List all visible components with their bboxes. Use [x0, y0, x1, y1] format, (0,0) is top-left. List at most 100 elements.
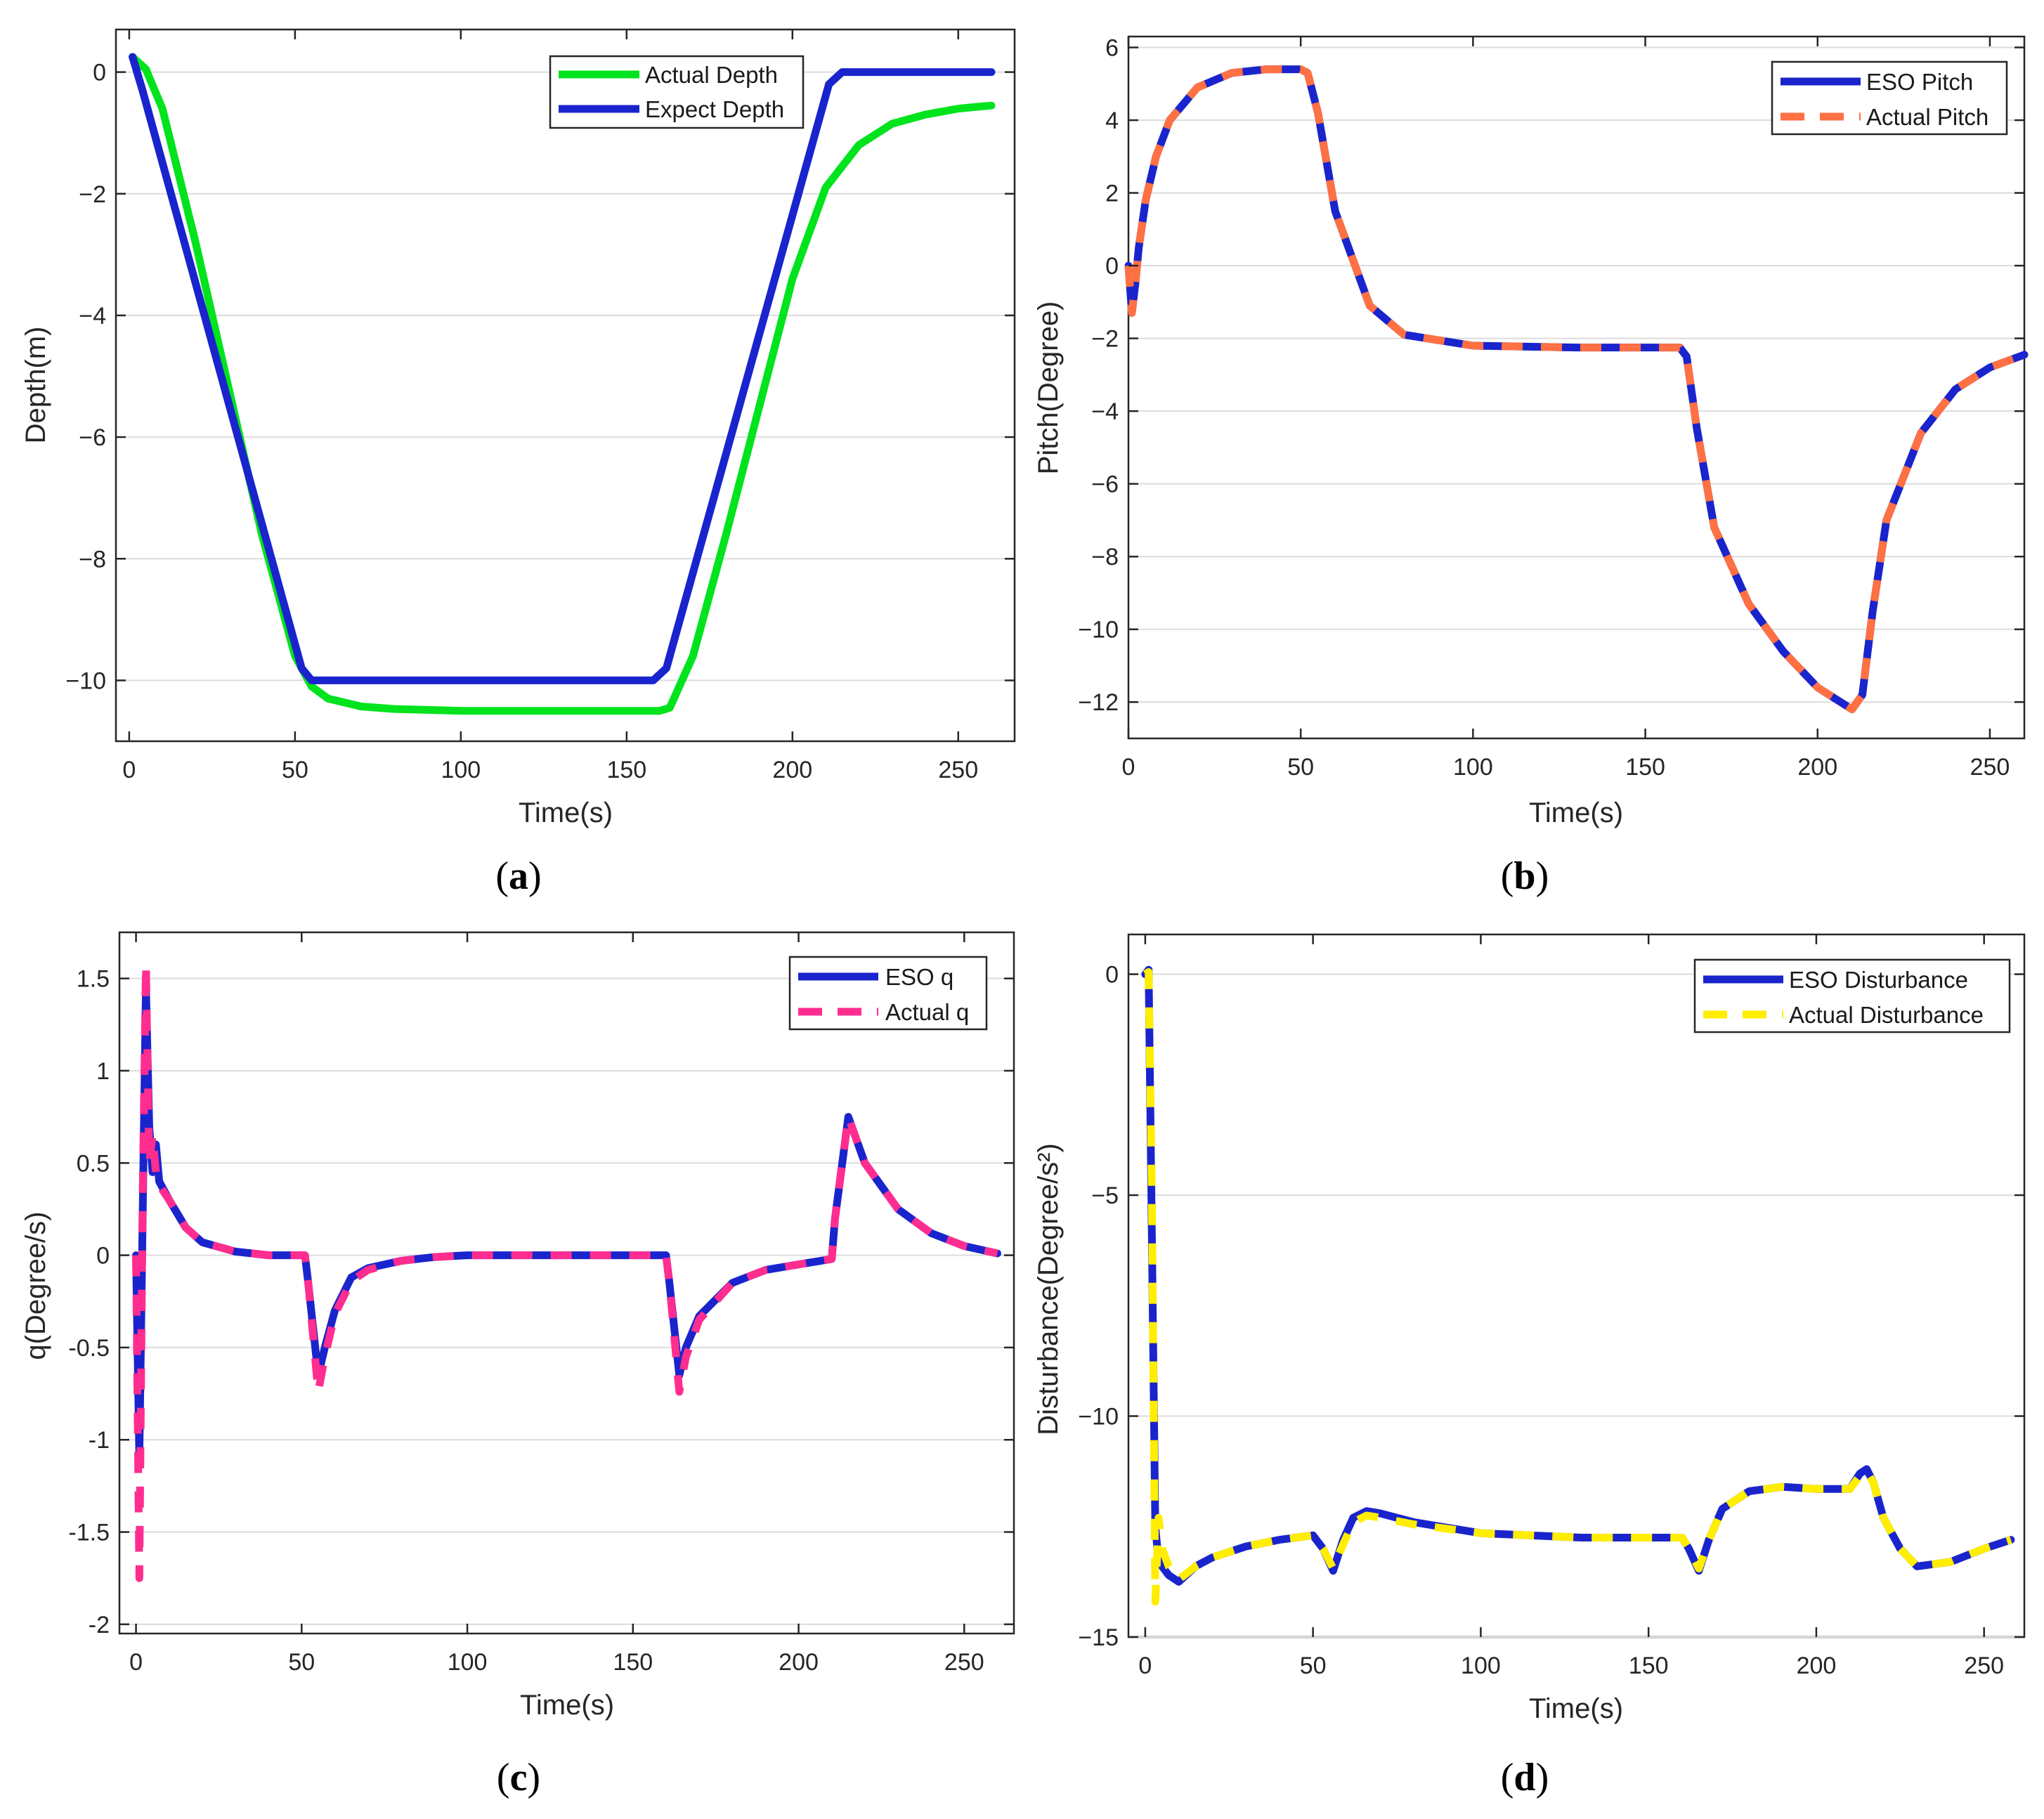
caption-c: (c)	[497, 1756, 540, 1799]
x-axis-label-b: Time(s)	[1529, 797, 1623, 828]
caption-b: (b)	[1501, 854, 1549, 898]
x-tick-label: 0	[1138, 1652, 1152, 1679]
panel-a: 0 −2 −4 −6 −8 −10 0 50 100 150 200 250 Time(s) Dept…	[20, 28, 1016, 898]
legend-box-a	[549, 55, 805, 129]
panel-b: 6 4 2 0 −2 −4 −6 −8 −10 −12 0 50 100 150 200 250 Time(s…	[1033, 35, 2029, 898]
x-tick-label: 200	[1797, 754, 1837, 781]
y-tick-label: 0	[1105, 962, 1119, 989]
series-line-actual-disturbance	[1143, 968, 2012, 1606]
y-tick-label: −6	[1091, 471, 1119, 498]
x-tick-label: 150	[606, 757, 646, 783]
series-c	[132, 960, 1001, 1582]
y-tick-label: 1	[96, 1058, 110, 1085]
y-tick-label: 0	[96, 1243, 110, 1270]
x-tick-label: 150	[1629, 1652, 1669, 1679]
x-axis-label-d: Time(s)	[1529, 1693, 1623, 1724]
series-d	[1141, 965, 2015, 1606]
y-tick-label: -0.5	[68, 1335, 110, 1362]
plot-frame-a	[115, 28, 1016, 743]
plot-frame-b	[1127, 35, 2026, 740]
panel-c: 1.5 1 0.5 0 -0.5 -1 -1.5 -2 0 50 100 150 200 250 Time…	[20, 931, 1015, 1799]
y-tick-label: -1	[89, 1427, 110, 1454]
legend-label-eso-pitch: ESO Pitch	[1866, 69, 1973, 95]
y-tick-label: −6	[79, 424, 106, 451]
y-tick-label: 6	[1105, 35, 1119, 62]
ticks-a: 0 −2 −4 −6 −8 −10 0 50 100 150 200 250	[65, 30, 1015, 783]
series-line-actual-pitch	[1124, 65, 2026, 714]
x-tick-label: 200	[1797, 1652, 1837, 1679]
ticks-b: 6 4 2 0 −2 −4 −6 −8 −10 −12 0 50 100 150 200 250	[1078, 35, 2024, 781]
y-tick-label: 0	[1105, 253, 1119, 280]
x-tick-label: 100	[1461, 1652, 1501, 1679]
y-axis-label-d: Disturbance(Degree/s²)	[1033, 1143, 1064, 1435]
caption-a: (a)	[495, 854, 541, 898]
y-tick-label: −4	[1091, 398, 1119, 425]
x-tick-label: 100	[441, 757, 481, 783]
y-tick-label: −15	[1078, 1624, 1119, 1651]
y-tick-label: 2	[1105, 181, 1119, 207]
legend-label-actual-pitch: Actual Pitch	[1866, 104, 1988, 130]
legend-b: ESO Pitch Actual Pitch	[1771, 60, 2008, 136]
legend-label-actual-depth: Actual Depth	[645, 62, 778, 88]
x-tick-label: 250	[938, 757, 978, 783]
y-tick-label: 1.5	[77, 966, 110, 993]
x-tick-label: 50	[1287, 754, 1314, 781]
x-tick-label: 0	[129, 1649, 143, 1676]
legend-label-eso-q: ESO q	[885, 964, 953, 990]
x-tick-label: 50	[282, 757, 308, 783]
y-tick-label: −4	[79, 303, 106, 330]
y-tick-label: −8	[1091, 544, 1119, 571]
legend-label-actual-q: Actual q	[885, 999, 969, 1025]
x-tick-label: 50	[288, 1649, 315, 1676]
series-a	[129, 53, 996, 715]
series-line-expect-depth	[129, 53, 996, 684]
legend-box-d	[1693, 958, 2011, 1034]
x-tick-label: 150	[613, 1649, 653, 1676]
legend-label-expect-depth: Expect Depth	[645, 96, 784, 122]
y-axis-label-b: Pitch(Degree)	[1033, 301, 1064, 475]
x-axis-label-c: Time(s)	[520, 1690, 614, 1721]
y-tick-label: −2	[1091, 326, 1119, 353]
legend-box-b	[1771, 60, 2008, 136]
x-tick-label: 0	[1122, 754, 1135, 781]
legend-d: ESO Disturbance Actual Disturbance	[1693, 958, 2011, 1034]
x-tick-label: 250	[1970, 754, 2010, 781]
y-tick-label: −2	[79, 181, 106, 208]
y-axis-label-a: Depth(m)	[20, 327, 51, 444]
y-tick-label: 4	[1105, 107, 1119, 134]
x-tick-label: 150	[1625, 754, 1665, 781]
x-tick-label: 100	[1453, 754, 1493, 781]
legend-c: ESO q Actual q	[788, 956, 988, 1031]
series-line-actual-depth	[129, 53, 996, 715]
x-tick-label: 200	[779, 1649, 819, 1676]
y-tick-label: −5	[1091, 1182, 1119, 1209]
ticks-c: 1.5 1 0.5 0 -0.5 -1 -1.5 -2 0 50 100 150 200 250	[68, 932, 1014, 1676]
y-tick-label: −10	[1078, 1404, 1119, 1430]
y-tick-label: −8	[79, 546, 106, 573]
y-tick-label: -2	[89, 1612, 110, 1638]
y-tick-label: −10	[1078, 617, 1119, 644]
legend-a: Actual Depth Expect Depth	[549, 55, 805, 129]
panel-d: 0 −5 −10 −15 0 50 100 150 200 250 Time(s) Disturb…	[1033, 933, 2026, 1799]
legend-label-eso-disturbance: ESO Disturbance	[1789, 967, 1968, 993]
ticks-d: 0 −5 −10 −15 0 50 100 150 200 250	[1078, 934, 2024, 1679]
legend-box-c	[788, 956, 988, 1031]
grid-b	[1128, 46, 2024, 703]
x-tick-label: 250	[1964, 1652, 2004, 1679]
x-tick-label: 250	[944, 1649, 984, 1676]
y-tick-label: −10	[65, 667, 106, 694]
series-b	[1124, 65, 2029, 714]
legend-label-actual-disturbance: Actual Disturbance	[1789, 1002, 1984, 1028]
y-tick-label: −12	[1078, 689, 1119, 716]
x-axis-label-a: Time(s)	[519, 797, 613, 828]
y-axis-label-c: q(Degree/s)	[20, 1211, 51, 1360]
y-tick-label: 0	[93, 60, 106, 86]
y-tick-label: 0.5	[77, 1150, 110, 1177]
caption-d: (d)	[1501, 1756, 1549, 1799]
plot-frame-c	[118, 931, 1015, 1635]
x-tick-label: 50	[1300, 1652, 1327, 1679]
x-tick-label: 100	[448, 1649, 488, 1676]
x-tick-label: 0	[122, 757, 136, 783]
x-tick-label: 200	[772, 757, 812, 783]
